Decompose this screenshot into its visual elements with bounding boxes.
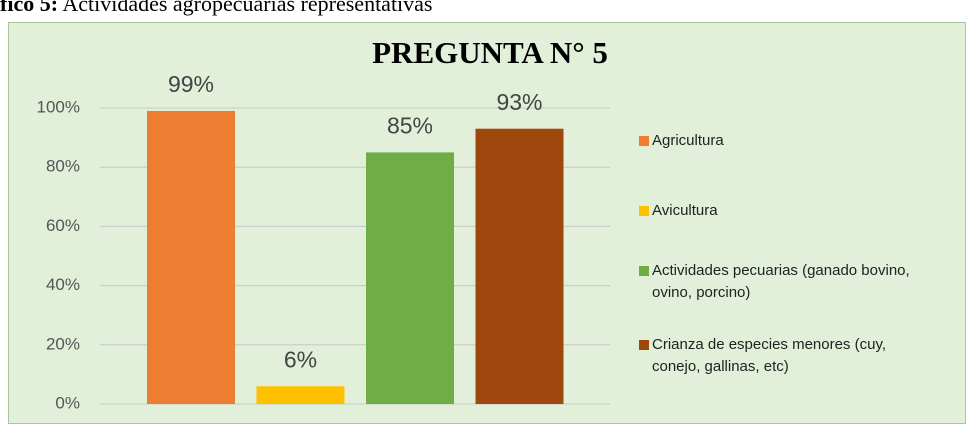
y-tick-label: 40% xyxy=(46,275,80,294)
legend-item: Crianza de especies menores (cuy, conejo… xyxy=(639,334,914,378)
y-tick-label: 60% xyxy=(46,216,80,235)
legend-item: Avicultura xyxy=(639,200,914,222)
legend-swatch xyxy=(639,206,649,216)
legend-label: Crianza de especies menores (cuy, conejo… xyxy=(652,336,886,375)
legend-swatch xyxy=(639,136,649,146)
bar xyxy=(366,152,454,404)
legend-label: Avicultura xyxy=(652,202,718,219)
legend-item: Actividades pecuarias (ganado bovino, ov… xyxy=(639,260,914,304)
chart-title: PREGUNTA N° 5 xyxy=(372,35,608,70)
y-tick-label: 20% xyxy=(46,334,80,353)
legend-label: Agricultura xyxy=(652,132,724,149)
data-label: 85% xyxy=(387,112,433,138)
caption: fico 5: Actividades agropecuarias repres… xyxy=(0,0,433,17)
bar xyxy=(475,128,564,404)
legend-swatch xyxy=(639,340,649,350)
y-tick-label: 100% xyxy=(37,97,80,116)
bar xyxy=(147,110,235,405)
legend-item: Agricultura xyxy=(639,130,914,152)
caption-text: Actividades agropecuarias representativa… xyxy=(62,0,433,16)
legend-swatch xyxy=(639,266,649,276)
y-tick-label: 0% xyxy=(55,393,80,412)
data-label: 93% xyxy=(496,89,542,115)
legend-label: Actividades pecuarias (ganado bovino, ov… xyxy=(652,262,910,301)
bar xyxy=(256,386,345,404)
caption-label: fico 5: xyxy=(0,0,59,16)
y-tick-label: 80% xyxy=(46,157,80,176)
data-label: 6% xyxy=(284,346,317,372)
data-label: 99% xyxy=(168,71,214,97)
